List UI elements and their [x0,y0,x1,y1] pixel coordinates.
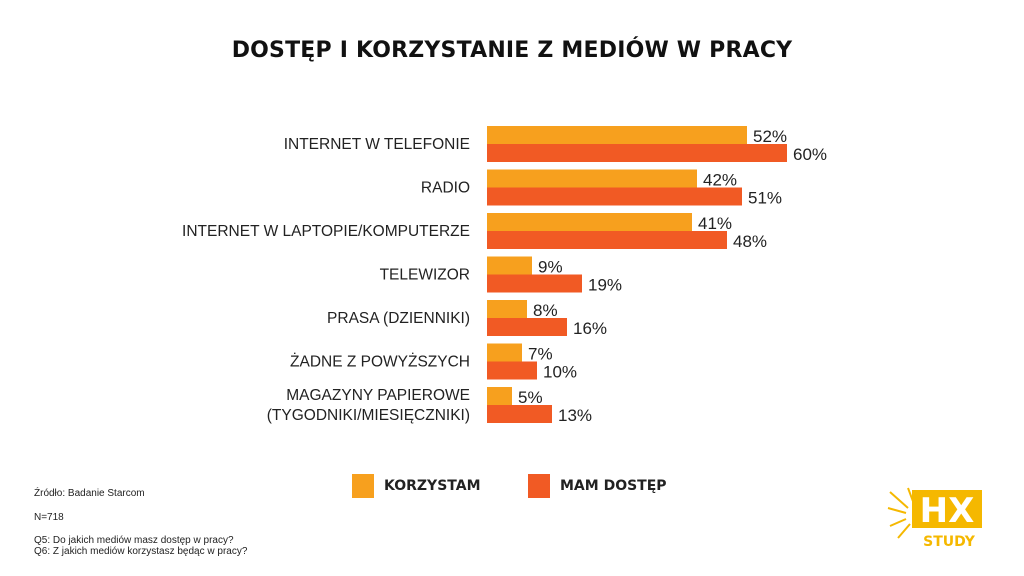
chart-title: DOSTĘP I KORZYSTANIE Z MEDIÓW W PRACY [231,38,793,63]
data-label: 41% [698,214,732,233]
category-label: RADIO [421,180,470,197]
logo-word: STUDY [923,534,976,550]
bar-mam-dostep [487,318,567,336]
data-label: 13% [558,406,592,425]
bar-mam-dostep [487,274,582,293]
bar-mam-dostep [487,361,537,380]
bar-korzystam [487,213,692,231]
bar-mam-dostep [487,144,787,162]
data-label: 10% [543,363,577,382]
footnote-q5: Q5: Do jakich mediów masz dostęp w pracy… [34,535,234,546]
category-label: MAGAZYNY PAPIEROWE (TYGODNIKI/MIESIĘCZNIK… [267,387,470,424]
category-label: ŻADNE Z POWYŻSZYCH [290,353,470,371]
category-label: INTERNET W TELEFONIE [284,136,470,153]
legend-label-mam-dostep: MAM DOSTĘP [560,478,667,494]
bar-mam-dostep [487,405,552,423]
legend-swatch-korzystam [352,474,374,498]
category-label: PRASA (DZIENNIKI) [327,310,470,327]
data-label: 48% [733,232,767,251]
bar-korzystam [487,126,747,144]
data-label: 16% [573,319,607,338]
data-label: 42% [703,171,737,190]
bar-chart: INTERNET W TELEFONIE 52% 60% RADIO 42% 51% INT… [182,126,827,425]
bar-korzystam [487,300,527,318]
data-label: 7% [528,345,553,364]
bar-korzystam [487,387,512,405]
logo-mark: HX [920,491,975,531]
data-label: 8% [533,301,558,320]
bar-korzystam [487,256,532,275]
footnote-sample: N=718 [34,512,64,523]
bar-korzystam [487,343,522,362]
legend-item-korzystam: KORZYSTAM [352,474,481,498]
footnote-source: Źródło: Badanie Starcom [34,488,145,499]
bar-mam-dostep [487,231,727,249]
hx-study-logo: HX STUDY [886,486,986,550]
data-label: 51% [748,189,782,208]
footnote-q6: Q6: Z jakich mediów korzystasz będąc w p… [34,546,248,557]
bar-mam-dostep [487,187,742,206]
logo-burst-icon [887,487,915,539]
category-label: TELEWIZOR [380,267,470,284]
data-label: 9% [538,258,563,277]
legend-label-korzystam: KORZYSTAM [384,478,481,494]
data-label: 5% [518,388,543,407]
legend-swatch-mam-dostep [528,474,550,498]
data-label: 52% [753,127,787,146]
category-label: INTERNET W LAPTOPIE/KOMPUTERZE [182,223,470,240]
legend-item-mam-dostep: MAM DOSTĘP [528,474,667,498]
data-label: 19% [588,276,622,295]
data-label: 60% [793,145,827,164]
bar-korzystam [487,169,697,188]
